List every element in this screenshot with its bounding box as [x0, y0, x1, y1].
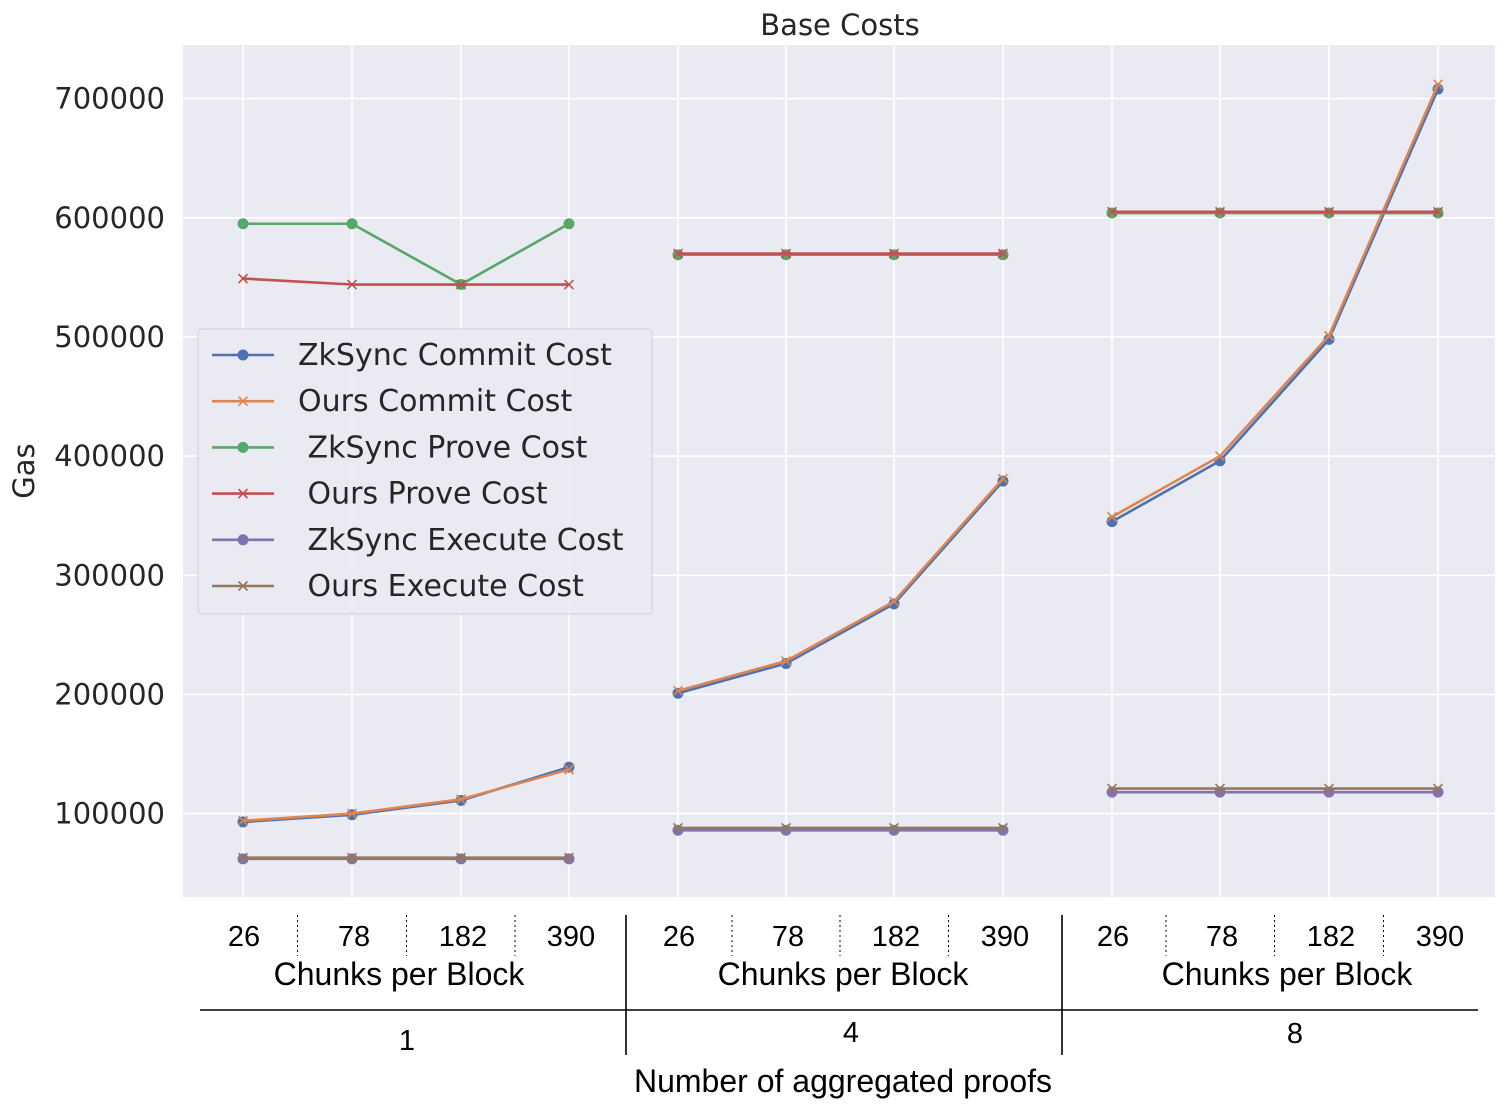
data-point — [346, 218, 358, 230]
group-label: 4 — [843, 1017, 859, 1049]
data-point — [672, 685, 684, 696]
x-tick-label: 390 — [547, 921, 595, 953]
y-tick-labels: 100000 200000 300000 400000 500000 600000 7000… — [54, 82, 165, 831]
data-point — [563, 852, 575, 863]
legend-entry: ZkSync Prove Cost — [298, 430, 588, 465]
data-point — [237, 852, 249, 863]
series-line — [677, 480, 1004, 695]
data-point — [1323, 783, 1335, 794]
legend-entry: Ours Execute Cost — [298, 569, 584, 604]
data-point — [888, 822, 900, 833]
x-tick-label: 182 — [439, 921, 487, 953]
data-point — [563, 218, 575, 230]
data-point — [455, 852, 467, 863]
y-tick-label: 600000 — [54, 201, 165, 235]
legend-frame — [197, 328, 653, 615]
x-tick-label: 26 — [1097, 921, 1129, 953]
data-point — [237, 534, 249, 546]
legend-entry: ZkSync Execute Cost — [298, 523, 624, 558]
data-point — [237, 396, 249, 407]
data-point — [1214, 451, 1226, 462]
series-line — [1111, 83, 1440, 519]
data-point — [237, 218, 249, 230]
group-label: 8 — [1287, 1018, 1303, 1050]
group-sublabel: Chunks per Block — [718, 956, 970, 992]
data-point — [1432, 783, 1444, 794]
series-line — [242, 277, 569, 286]
data-point — [1214, 783, 1226, 794]
data-point — [237, 815, 249, 826]
data-point — [237, 349, 249, 361]
legend-entry: Ours Prove Cost — [298, 477, 548, 512]
data-point — [237, 273, 249, 284]
data-point — [888, 248, 900, 259]
data-point — [563, 279, 575, 290]
y-tick-label: 500000 — [54, 320, 165, 354]
data-point — [997, 473, 1009, 484]
legend-entry: Ours Commit Cost — [298, 384, 572, 419]
data-point — [237, 816, 249, 828]
legend: ZkSync Commit Cost Ours Commit Cost ZkSyn… — [197, 328, 653, 615]
data-point — [563, 764, 575, 775]
data-point — [780, 822, 792, 833]
x-tick-label: 78 — [338, 921, 370, 953]
y-axis-label: Gas — [7, 443, 41, 498]
series-group — [237, 79, 1444, 826]
data-point — [1323, 206, 1335, 217]
x-tick-label: 390 — [981, 921, 1029, 953]
x-tick-label: 26 — [663, 921, 695, 953]
data-point — [780, 655, 792, 667]
x-axis-label: Number of aggregated proofs — [634, 1063, 1052, 1099]
group-label: 1 — [399, 1025, 415, 1057]
data-point — [1106, 511, 1118, 522]
data-point — [237, 488, 249, 499]
data-point — [1106, 516, 1118, 528]
data-point — [346, 279, 358, 290]
x-tick-label: 26 — [228, 921, 260, 953]
data-point — [672, 822, 684, 833]
group-sublabel: Chunks per Block — [1162, 956, 1414, 992]
series-group — [237, 783, 1444, 863]
group-sublabel: Chunks per Block — [274, 956, 526, 992]
x-tick-label: 78 — [772, 921, 804, 953]
data-point — [1106, 206, 1118, 217]
data-point — [346, 808, 358, 819]
series-line — [677, 477, 1004, 693]
chart-title: Base Costs — [760, 8, 919, 42]
y-tick-label: 700000 — [54, 82, 165, 116]
data-point — [997, 248, 1009, 259]
y-tick-label: 100000 — [54, 797, 165, 831]
data-point — [346, 852, 358, 863]
x-tick-label: 390 — [1416, 921, 1464, 953]
series-layer — [237, 79, 1444, 865]
data-point — [455, 279, 467, 290]
data-point — [1323, 330, 1335, 341]
y-tick-label: 300000 — [54, 558, 165, 592]
data-point — [237, 441, 249, 453]
data-point — [997, 822, 1009, 833]
data-point — [997, 475, 1009, 487]
data-point — [1106, 783, 1118, 794]
data-point — [1432, 206, 1444, 217]
x-tick-label: 78 — [1206, 921, 1238, 953]
data-point — [237, 580, 249, 592]
data-point — [672, 248, 684, 259]
data-point — [888, 596, 900, 607]
y-tick-label: 200000 — [54, 677, 165, 711]
legend-entry: ZkSync Commit Cost — [298, 338, 612, 373]
series-group — [237, 206, 1444, 290]
x-tick-label: 182 — [1307, 921, 1355, 953]
series-line — [243, 222, 570, 286]
data-point — [1432, 79, 1444, 90]
x-tick-label: 182 — [872, 921, 920, 953]
data-point — [1214, 206, 1226, 217]
y-tick-label: 400000 — [54, 439, 165, 473]
series-line — [242, 768, 570, 823]
data-point — [455, 794, 467, 805]
data-point — [780, 248, 792, 259]
